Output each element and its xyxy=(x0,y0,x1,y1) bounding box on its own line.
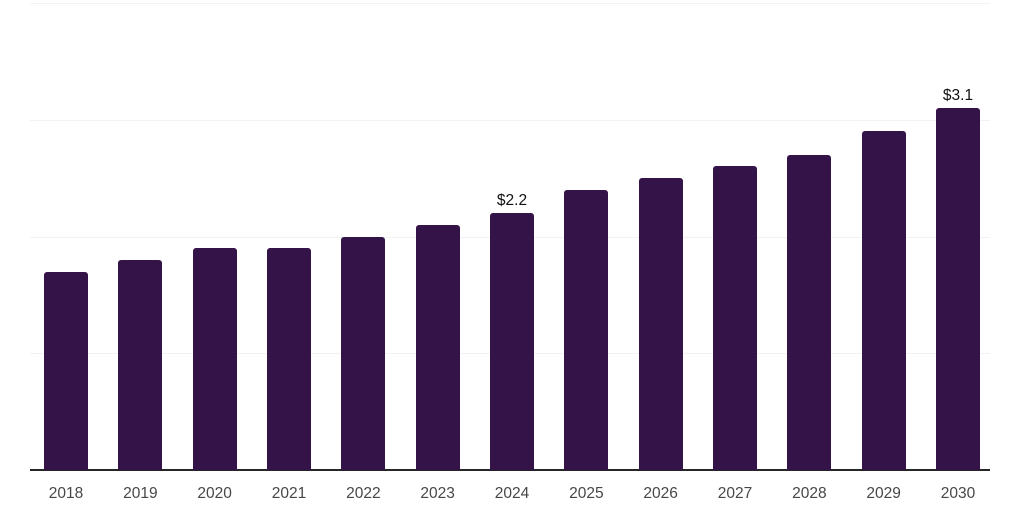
x-tick-2026: 2026 xyxy=(643,485,678,502)
x-axis-line xyxy=(30,469,990,471)
bar-2018 xyxy=(44,271,88,470)
bar-2028 xyxy=(787,154,832,470)
x-tick-2018: 2018 xyxy=(48,485,84,502)
bar-2027 xyxy=(712,166,757,470)
bar-2023 xyxy=(415,224,460,470)
bar-2026 xyxy=(638,178,683,470)
x-tick-2030: 2030 xyxy=(940,485,976,502)
bar-2030 xyxy=(935,108,980,470)
bar-2025 xyxy=(564,189,609,470)
x-tick-2023: 2023 xyxy=(420,485,455,502)
bar-2022 xyxy=(341,236,386,470)
x-tick-2028: 2028 xyxy=(792,485,827,502)
x-tick-2021: 2021 xyxy=(271,485,307,502)
x-tick-2019: 2019 xyxy=(123,485,158,502)
x-tick-2027: 2027 xyxy=(717,485,753,502)
x-tick-2022: 2022 xyxy=(346,485,381,502)
bar-2024 xyxy=(489,213,534,470)
gridline-4 xyxy=(30,3,990,4)
bar-2029 xyxy=(861,131,906,470)
x-tick-2025: 2025 xyxy=(569,485,604,502)
x-tick-2024: 2024 xyxy=(494,485,530,502)
x-tick-2020: 2020 xyxy=(197,485,232,502)
bar-2021 xyxy=(266,248,311,470)
x-tick-2029: 2029 xyxy=(866,485,901,502)
bar-value-label-2030: $3.1 xyxy=(942,87,974,105)
gridline-3 xyxy=(30,119,990,121)
bar-2020 xyxy=(192,248,237,470)
bar-2019 xyxy=(118,259,163,470)
bar-value-label-2024: $2.2 xyxy=(496,192,528,210)
